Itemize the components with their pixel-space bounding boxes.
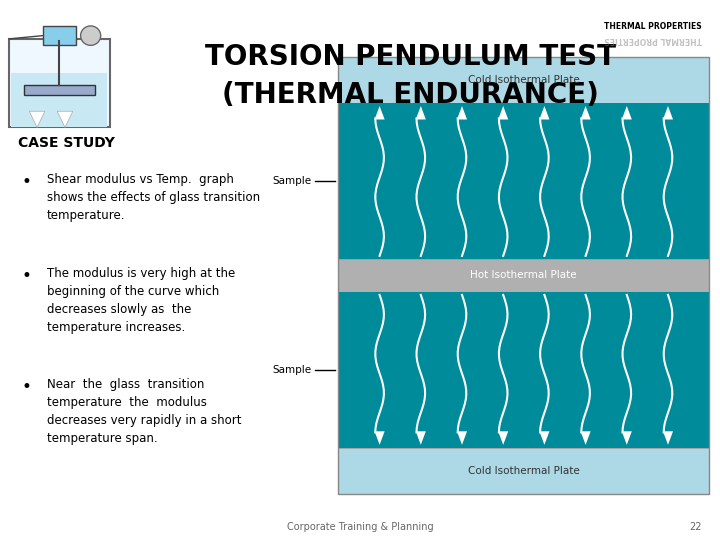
Polygon shape [622, 106, 632, 119]
Text: Cold Isothermal Plate: Cold Isothermal Plate [468, 75, 580, 85]
Polygon shape [539, 431, 549, 445]
Polygon shape [415, 431, 426, 445]
Bar [338, 448, 709, 494]
Text: Sample: Sample [273, 365, 312, 375]
Polygon shape [57, 111, 73, 127]
Text: 22: 22 [690, 522, 702, 531]
Bar [9, 39, 109, 127]
Polygon shape [580, 106, 590, 119]
Text: Corporate Training & Planning: Corporate Training & Planning [287, 522, 433, 531]
Text: TORSION PENDULUM TEST: TORSION PENDULUM TEST [205, 43, 616, 71]
Polygon shape [374, 431, 384, 445]
Bar [338, 57, 709, 494]
Polygon shape [663, 106, 673, 119]
Polygon shape [580, 431, 590, 445]
Text: Hot Isothermal Plate: Hot Isothermal Plate [470, 271, 577, 280]
Text: The modulus is very high at the
beginning of the curve which
decreases slowly as: The modulus is very high at the beginnin… [47, 267, 235, 334]
Bar [338, 292, 709, 448]
Polygon shape [374, 106, 384, 119]
Polygon shape [30, 111, 45, 127]
Text: Near  the  glass  transition
temperature  the  modulus
decreases very rapidly in: Near the glass transition temperature th… [47, 378, 241, 445]
Text: •: • [22, 378, 32, 396]
Text: Shear modulus vs Temp.  graph
shows the effects of glass transition
temperature.: Shear modulus vs Temp. graph shows the e… [47, 173, 260, 222]
Bar [338, 57, 709, 103]
Polygon shape [663, 431, 673, 445]
Polygon shape [498, 106, 508, 119]
Polygon shape [539, 106, 549, 119]
Polygon shape [457, 106, 467, 119]
Bar [42, 26, 76, 45]
Circle shape [81, 26, 101, 45]
Bar [12, 73, 107, 127]
Polygon shape [457, 431, 467, 445]
Text: Cold Isothermal Plate: Cold Isothermal Plate [468, 466, 580, 476]
Text: (THERMAL ENDURANCE): (THERMAL ENDURANCE) [222, 80, 599, 109]
Polygon shape [498, 431, 508, 445]
Bar [24, 85, 95, 95]
Text: CASE STUDY: CASE STUDY [18, 136, 115, 150]
Text: •: • [22, 267, 32, 285]
Bar [338, 103, 709, 259]
Text: Sample: Sample [273, 176, 312, 186]
Bar [338, 259, 709, 292]
Text: •: • [22, 173, 32, 191]
Text: THERMAL PROPERTIES: THERMAL PROPERTIES [604, 35, 702, 44]
Polygon shape [622, 431, 632, 445]
Polygon shape [415, 106, 426, 119]
Text: THERMAL PROPERTIES: THERMAL PROPERTIES [604, 22, 702, 31]
